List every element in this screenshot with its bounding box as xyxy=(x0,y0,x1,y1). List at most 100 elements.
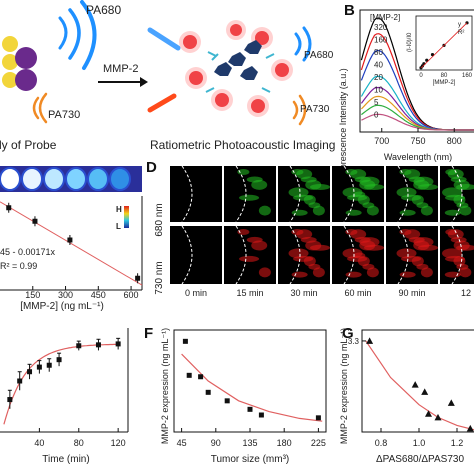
panel-a: PA680 PA730 MMP-2 xyxy=(0,0,335,152)
panel-b-inset-fit-line xyxy=(420,22,468,69)
tumor-outline xyxy=(343,225,355,285)
panel-b-inset-y-label: (I-I0)/I0 xyxy=(407,32,413,52)
signal-blob xyxy=(353,191,366,198)
signal-blob xyxy=(310,244,331,251)
data-point-6 xyxy=(76,343,82,349)
panel-e: 40 80 120 Time (min) xyxy=(0,328,129,465)
pa730-waves-right xyxy=(292,94,307,126)
panel-b-inset-x-tick-0: 0 xyxy=(419,73,423,79)
signal-blob xyxy=(444,271,461,278)
signal-blob xyxy=(310,184,331,191)
signal-blob xyxy=(258,267,271,278)
panel-f-x-ticks: 45 90 135 180 225 xyxy=(177,428,326,448)
panel-f-x-axis-label: Tumor size (mm³) xyxy=(211,454,290,465)
signal-blob xyxy=(399,209,416,216)
x-tick-label-120: 120 xyxy=(111,438,126,448)
panel-letter-f: F xyxy=(144,325,153,342)
pa-well-1 xyxy=(21,167,43,191)
pa-image-grid xyxy=(170,165,474,285)
signal-blob xyxy=(442,187,463,198)
signal-blob xyxy=(239,255,260,262)
panel-d: D 680 nm 730 nm 0 min 15 min 30 min 60 min 9… xyxy=(146,159,474,298)
panel-f-plot-frame xyxy=(173,329,327,433)
data-point-1 xyxy=(186,372,192,378)
x-tick-label-90: 90 xyxy=(211,438,221,448)
panel-c-fit-line xyxy=(0,201,143,286)
signal-blob xyxy=(413,176,434,187)
legend-label-160: 160 xyxy=(374,36,388,45)
x-tick-label-135: 135 xyxy=(242,438,257,448)
panel-b-inset-x-tick-80: 80 xyxy=(441,73,448,79)
signal-blob xyxy=(404,229,421,240)
pa730-label-right: PA730 xyxy=(300,104,330,115)
pa680-label-left: PA680 xyxy=(86,3,121,17)
legend-label-10: 10 xyxy=(374,86,383,95)
pa680-waves-right xyxy=(294,26,312,62)
data-point-1 xyxy=(17,378,23,384)
row-label-680: 680 nm xyxy=(154,203,165,236)
signal-blob xyxy=(359,237,380,248)
laser-beam-blue xyxy=(147,27,181,51)
heat-colorbar xyxy=(124,206,129,228)
signal-blob xyxy=(357,256,370,267)
time-label-1: 15 min xyxy=(236,288,263,298)
cleaved-probe-cluster xyxy=(179,20,293,117)
data-point-7 xyxy=(95,342,101,348)
panel-e-points xyxy=(7,337,121,409)
panel-f-fit-curve xyxy=(181,353,323,422)
time-label-5: 12 xyxy=(461,288,471,298)
data-point-8 xyxy=(115,341,121,347)
signal-blob xyxy=(239,194,260,201)
signal-blob xyxy=(312,267,325,278)
tumor-outline xyxy=(235,165,247,223)
x-tick-label-600: 600 xyxy=(124,290,139,300)
x-tick-label-1.2: 1.2 xyxy=(451,438,464,448)
panel-g-plot-frame xyxy=(361,329,474,433)
signal-blob xyxy=(291,271,308,278)
data-point-2 xyxy=(421,388,429,395)
x-tick-label-750: 750 xyxy=(410,136,425,146)
pa-well-5 xyxy=(109,167,131,191)
panel-b-x-axis-label: Wavelength (nm) xyxy=(384,152,452,162)
panel-f-y-axis-label: MMP-2 expression (ng mL⁻¹) xyxy=(160,328,170,444)
signal-blob xyxy=(359,176,380,187)
time-label-0: 0 min xyxy=(185,288,207,298)
probe-beads xyxy=(2,36,37,91)
legend-label-5: 5 xyxy=(374,98,379,107)
data-point-5 xyxy=(447,399,455,406)
panel-b-curves xyxy=(360,17,474,131)
signal-blob xyxy=(456,184,474,191)
time-label-4: 90 min xyxy=(398,288,425,298)
signal-blob xyxy=(303,194,316,205)
panel-g-x-ticks: 0.8 1.0 1.2 xyxy=(375,428,464,448)
row-label-730: 730 nm xyxy=(154,261,165,294)
panel-b: B Fluorescence Intensity (a.u.) [MMP-2] … xyxy=(338,2,474,182)
tumor-outline xyxy=(181,165,193,223)
panel-letter-g: G xyxy=(342,325,354,342)
data-point-2 xyxy=(27,369,33,375)
x-tick-label-180: 180 xyxy=(277,438,292,448)
panel-f-points xyxy=(182,338,321,421)
time-label-3: 60 min xyxy=(344,288,371,298)
pa680-label-right: PA680 xyxy=(304,50,334,61)
data-point-0 xyxy=(182,338,188,344)
signal-blob xyxy=(447,229,464,240)
panel-b-legend-title: [MMP-2] xyxy=(370,13,400,22)
signal-blob xyxy=(413,237,434,248)
tumor-outline xyxy=(451,165,463,223)
data-point-1 xyxy=(411,381,419,388)
heat-label-high: H xyxy=(116,205,122,214)
signal-blob xyxy=(291,209,308,216)
panel-b-inset-legend-r2: R² xyxy=(458,30,464,36)
signal-blob xyxy=(353,252,366,259)
signal-blob xyxy=(350,169,367,180)
x-tick-label-225: 225 xyxy=(311,438,326,448)
tumor-outline xyxy=(397,165,409,223)
data-point-3 xyxy=(135,275,141,281)
signal-blob xyxy=(453,256,466,267)
mmp2-arrow-label: MMP-2 xyxy=(103,63,138,75)
data-point-4 xyxy=(46,362,52,368)
data-point-5 xyxy=(247,406,253,412)
legend-label-40: 40 xyxy=(374,61,383,70)
x-tick-label-800: 800 xyxy=(447,136,462,146)
